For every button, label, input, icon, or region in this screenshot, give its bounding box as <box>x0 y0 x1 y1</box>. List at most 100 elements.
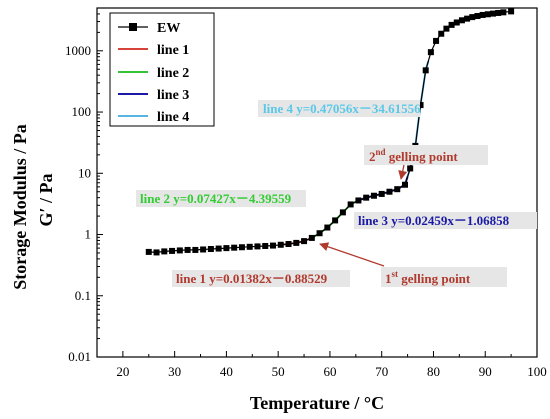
ew-point <box>238 244 245 251</box>
gelling-point-1: 1st gelling point <box>319 242 507 287</box>
legend-item-line3: line 3 <box>118 88 189 103</box>
y-tick-label: 100 <box>72 104 92 119</box>
ew-point <box>215 245 222 252</box>
ew-point <box>378 190 385 197</box>
x-tick-labels: 20 30 40 50 60 70 80 90 100 <box>116 364 546 379</box>
gelling-point-1-label: 1st gelling point <box>385 269 471 286</box>
ew-point <box>339 209 346 216</box>
ew-point <box>453 19 460 26</box>
x-tick-label: 90 <box>479 364 492 379</box>
ew-point <box>370 192 377 199</box>
ew-point <box>363 194 370 201</box>
ew-point <box>448 21 455 28</box>
ew-point <box>355 197 362 204</box>
ew-point <box>231 244 238 251</box>
ew-point <box>270 242 276 249</box>
ew-point <box>495 9 502 16</box>
x-tick-label: 60 <box>323 364 336 379</box>
ew-point <box>293 239 300 246</box>
legend-item-line4: line 4 <box>118 110 189 125</box>
ew-point <box>347 201 354 208</box>
ew-point <box>464 15 471 22</box>
ew-point <box>438 30 445 37</box>
ew-point <box>394 186 401 193</box>
y-axis-title-line2: G′ / Pa <box>36 173 56 226</box>
line4-equation-label: line 4 y=0.47056x－34.61556 <box>258 100 421 117</box>
line3-equation-label: line 3 y=0.02459x－1.06858 <box>354 212 537 229</box>
line1-equation-label: line 1 y=0.01382x－0.88529 <box>172 270 350 287</box>
ew-point <box>407 165 414 172</box>
y-tick-label: 1000 <box>65 43 91 58</box>
line4-equation: line 4 y=0.47056x－34.61556 <box>263 101 421 116</box>
axis-ticks <box>97 7 538 358</box>
ew-point <box>262 242 269 249</box>
ew-point <box>301 238 308 245</box>
ew-point <box>285 241 292 248</box>
x-tick-label: 20 <box>116 364 129 379</box>
ew-point <box>277 241 284 248</box>
x-tick-label: 100 <box>527 364 547 379</box>
ew-point <box>479 11 486 18</box>
x-tick-label: 50 <box>272 364 285 379</box>
ew-point <box>246 243 253 250</box>
line2-equation-label: line 2 y=0.07427x－4.39559 <box>136 190 306 207</box>
ew-point <box>402 181 408 188</box>
legend-label-line3: line 3 <box>157 88 189 103</box>
ew-point <box>417 102 424 109</box>
ew-point <box>458 17 465 24</box>
y-tick-labels: 0.01 0.1 1 10 100 1000 <box>65 43 91 364</box>
x-tick-label: 40 <box>220 364 233 379</box>
ew-point <box>207 246 214 253</box>
line1-equation: line 1 y=0.01382x－0.88529 <box>176 271 328 286</box>
x-axis-title: Temperature / °C <box>250 393 384 413</box>
ew-point <box>508 8 515 15</box>
ew-point <box>490 10 496 17</box>
x-tick-label: 70 <box>375 364 388 379</box>
ew-point <box>484 11 491 18</box>
gelling-point-1-arrow <box>319 242 385 267</box>
ew-point <box>161 248 168 255</box>
gelling-point-2: 2nd gelling point <box>364 145 488 180</box>
ew-point <box>433 37 440 44</box>
y-axis-title-line1: Storage Modulus / Pa <box>10 124 30 290</box>
x-tick-label: 30 <box>168 364 181 379</box>
ew-point <box>443 25 450 32</box>
ew-point <box>422 67 429 74</box>
legend-item-line2: line 2 <box>118 66 189 81</box>
legend-label-line4: line 4 <box>157 110 189 125</box>
x-tick-label: 80 <box>427 364 440 379</box>
gelling-point-2-arrow <box>398 164 408 180</box>
legend: EW line 1 line 2 line 3 line 4 <box>109 12 215 127</box>
line3-equation: line 3 y=0.02459x－1.06858 <box>358 213 510 228</box>
ew-point <box>386 188 393 195</box>
legend-label-line1: line 1 <box>157 43 189 58</box>
gelling-point-2-label: 2nd gelling point <box>369 147 458 164</box>
ew-point <box>176 247 183 254</box>
line2-equation: line 2 y=0.07427x－4.39559 <box>140 191 292 206</box>
legend-item-line1: line 1 <box>118 43 189 58</box>
legend-label-ew: EW <box>157 21 180 36</box>
ew-point <box>500 9 507 16</box>
ew-point <box>254 243 261 250</box>
ew-point <box>469 14 476 21</box>
ew-point <box>192 246 199 253</box>
legend-item-ew: EW <box>118 21 180 36</box>
ew-point <box>427 49 434 56</box>
ew-point <box>145 248 152 255</box>
y-tick-label: 0.1 <box>75 288 91 303</box>
ew-point <box>184 246 191 253</box>
y-tick-label: 10 <box>78 165 91 180</box>
ew-point <box>308 234 315 241</box>
y-tick-label: 1 <box>85 227 92 242</box>
ew-point <box>316 230 323 237</box>
y-tick-label: 0.01 <box>68 349 91 364</box>
ew-series <box>145 8 515 256</box>
ew-point <box>474 13 481 20</box>
ew-point <box>223 245 230 252</box>
legend-label-line2: line 2 <box>157 66 189 81</box>
ew-point <box>332 217 339 224</box>
legend-box <box>109 12 215 127</box>
ew-point <box>324 224 331 231</box>
ew-point <box>200 246 207 253</box>
